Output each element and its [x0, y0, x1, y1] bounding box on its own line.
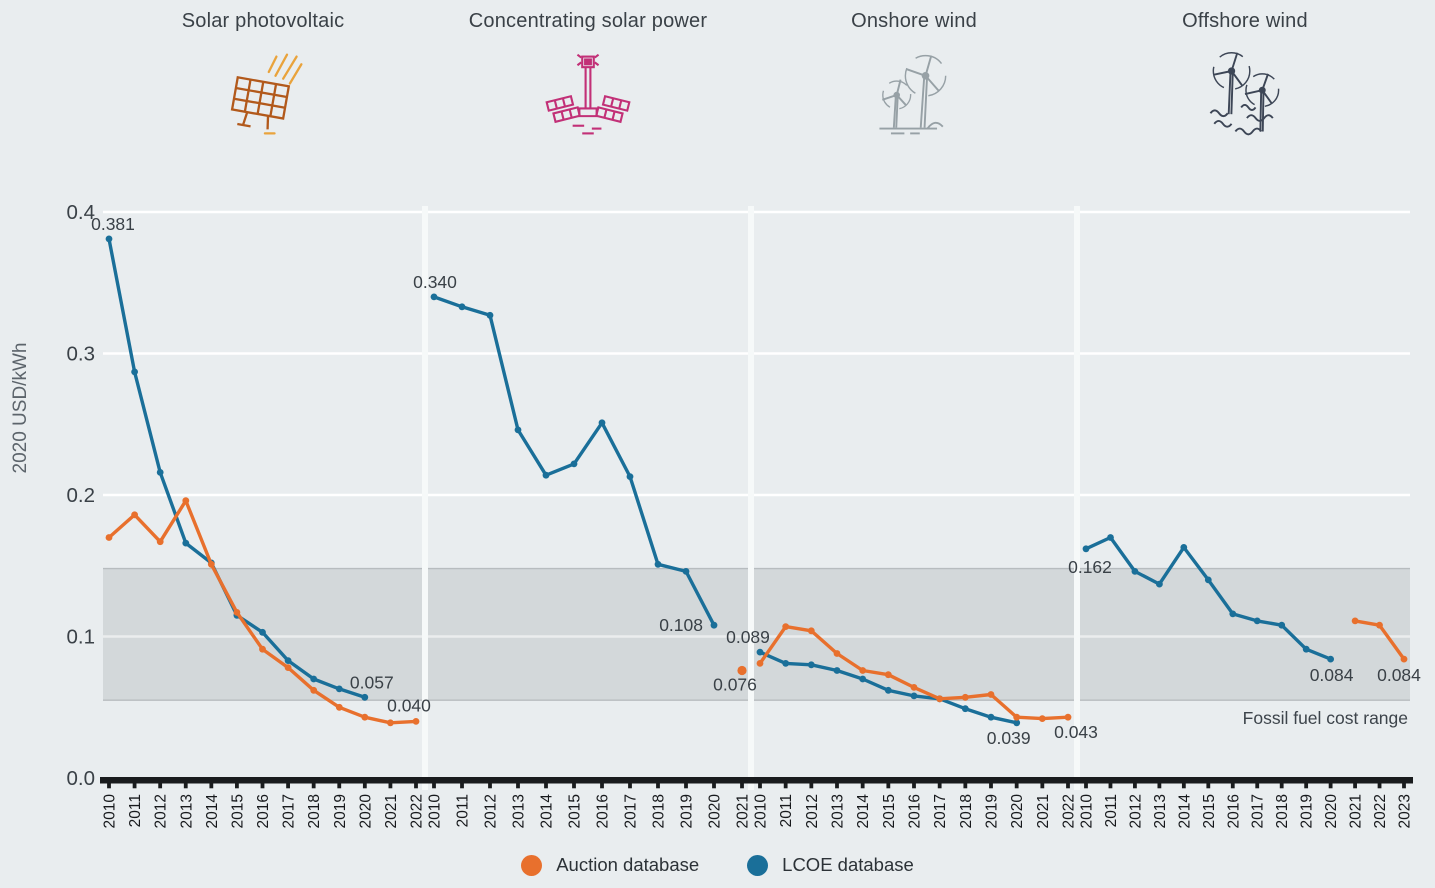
- svg-text:2011: 2011: [455, 794, 472, 827]
- svg-text:2018: 2018: [306, 794, 323, 828]
- svg-text:2014: 2014: [855, 794, 872, 829]
- svg-text:2022: 2022: [1372, 794, 1389, 828]
- svg-text:2014: 2014: [1176, 794, 1193, 829]
- svg-text:2020: 2020: [1323, 794, 1340, 829]
- svg-text:2013: 2013: [178, 794, 195, 828]
- svg-text:0.089: 0.089: [726, 627, 770, 647]
- chart-legend: Auction database LCOE database: [0, 854, 1435, 876]
- svg-text:0.057: 0.057: [350, 672, 394, 692]
- solar-panel-icon: [103, 47, 423, 148]
- svg-text:2010: 2010: [1079, 794, 1096, 829]
- svg-text:0.043: 0.043: [1054, 722, 1098, 742]
- svg-text:2011: 2011: [127, 794, 144, 827]
- svg-text:2012: 2012: [153, 794, 170, 828]
- svg-text:0.0: 0.0: [67, 767, 96, 790]
- svg-text:2017: 2017: [932, 794, 949, 828]
- svg-text:2012: 2012: [1127, 794, 1144, 828]
- svg-text:2019: 2019: [679, 794, 696, 828]
- svg-text:2015: 2015: [567, 794, 584, 828]
- svg-text:2021: 2021: [735, 794, 752, 828]
- svg-text:0.1: 0.1: [67, 626, 96, 649]
- svg-text:2010: 2010: [753, 794, 770, 829]
- svg-text:2018: 2018: [958, 794, 975, 828]
- panel-title-offshore-wind: Offshore wind: [1182, 10, 1308, 32]
- svg-text:2022: 2022: [409, 794, 426, 828]
- panel-header-solar-pv: Solar photovoltaic: [103, 10, 423, 148]
- svg-text:2011: 2011: [778, 794, 795, 827]
- svg-text:2020: 2020: [707, 794, 724, 829]
- svg-text:2018: 2018: [651, 794, 668, 828]
- svg-text:0.108: 0.108: [659, 615, 703, 635]
- legend-label-auction: Auction database: [556, 854, 700, 875]
- svg-text:2013: 2013: [1152, 794, 1169, 828]
- svg-text:2010: 2010: [102, 794, 119, 829]
- svg-text:2010: 2010: [427, 794, 444, 829]
- panel-header-csp: Concentrating solar power: [428, 10, 748, 148]
- svg-text:0.039: 0.039: [987, 728, 1031, 748]
- svg-text:2015: 2015: [1201, 794, 1218, 828]
- legend-label-lcoe: LCOE database: [782, 854, 914, 875]
- svg-text:0.162: 0.162: [1068, 557, 1112, 577]
- panel-title-csp: Concentrating solar power: [468, 10, 708, 32]
- svg-text:2014: 2014: [539, 794, 556, 829]
- legend-item-lcoe: LCOE database: [747, 854, 914, 876]
- svg-text:2011: 2011: [1103, 794, 1120, 827]
- svg-text:0.040: 0.040: [387, 695, 431, 715]
- svg-text:2019: 2019: [984, 794, 1001, 828]
- svg-text:2015: 2015: [229, 794, 246, 828]
- svg-text:2020: 2020: [1009, 794, 1026, 829]
- svg-text:2016: 2016: [595, 794, 612, 828]
- svg-text:0.076: 0.076: [713, 674, 757, 694]
- onshore-wind-turbines-icon: [754, 47, 1074, 148]
- svg-text:0.3: 0.3: [67, 343, 96, 366]
- svg-text:2018: 2018: [1274, 794, 1291, 828]
- lcoe-legend-dot-icon: [747, 854, 769, 876]
- svg-text:2012: 2012: [804, 794, 821, 828]
- panel-title-solar-pv: Solar photovoltaic: [181, 10, 345, 32]
- panel-title-onshore-wind: Onshore wind: [851, 10, 977, 32]
- svg-text:2023: 2023: [1397, 794, 1414, 828]
- svg-text:2012: 2012: [483, 794, 500, 828]
- svg-text:2017: 2017: [1250, 794, 1267, 828]
- legend-item-auction: Auction database: [521, 854, 699, 876]
- svg-text:2016: 2016: [1225, 794, 1242, 828]
- svg-text:0.2: 0.2: [67, 484, 96, 507]
- svg-text:2022: 2022: [1061, 794, 1078, 828]
- auction-legend-dot-icon: [521, 854, 543, 876]
- csp-tower-icon: [428, 47, 748, 148]
- svg-text:2015: 2015: [881, 794, 898, 828]
- offshore-wind-turbines-icon: [1080, 47, 1410, 148]
- svg-text:2013: 2013: [830, 794, 847, 828]
- svg-text:2021: 2021: [1035, 794, 1052, 828]
- svg-text:2013: 2013: [511, 794, 528, 828]
- svg-text:0.084: 0.084: [1377, 665, 1421, 685]
- svg-text:2016: 2016: [255, 794, 272, 828]
- svg-text:0.381: 0.381: [91, 214, 135, 234]
- svg-text:2017: 2017: [623, 794, 640, 828]
- svg-text:2016: 2016: [907, 794, 924, 828]
- svg-text:0.340: 0.340: [413, 272, 457, 292]
- fossil-fuel-range-label: Fossil fuel cost range: [1242, 708, 1408, 728]
- svg-text:0.084: 0.084: [1310, 665, 1354, 685]
- svg-text:2021: 2021: [383, 794, 400, 828]
- svg-text:2019: 2019: [332, 794, 349, 828]
- panel-header-onshore-wind: Onshore wind: [754, 10, 1074, 148]
- svg-text:2017: 2017: [281, 794, 298, 828]
- panel-header-offshore-wind: Offshore wind: [1080, 10, 1410, 148]
- svg-text:2014: 2014: [204, 794, 221, 829]
- svg-text:2019: 2019: [1299, 794, 1316, 828]
- svg-text:2021: 2021: [1348, 794, 1365, 828]
- svg-text:0.4: 0.4: [67, 201, 96, 224]
- svg-text:2020: 2020: [357, 794, 374, 829]
